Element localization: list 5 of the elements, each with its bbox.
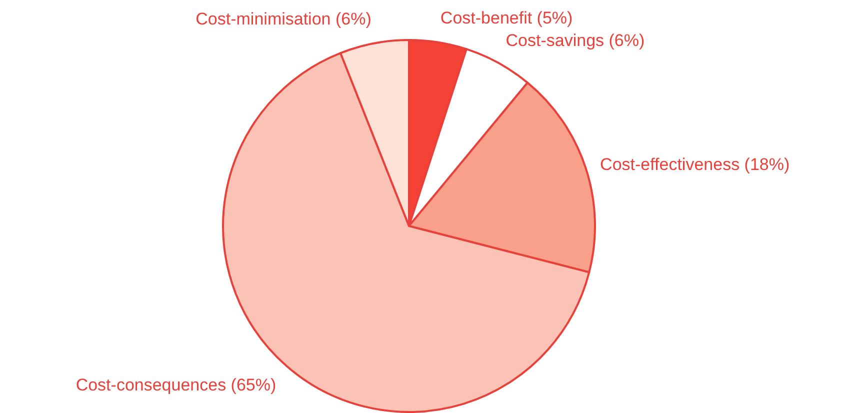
slice-label: Cost-savings (6%)	[506, 30, 645, 50]
slice-label: Cost-benefit (5%)	[440, 8, 573, 28]
slice-label: Cost-effectiveness (18%)	[600, 154, 790, 174]
slice-label: Cost-minimisation (6%)	[196, 10, 372, 29]
slice-label: Cost-consequences (65%)	[76, 376, 276, 395]
